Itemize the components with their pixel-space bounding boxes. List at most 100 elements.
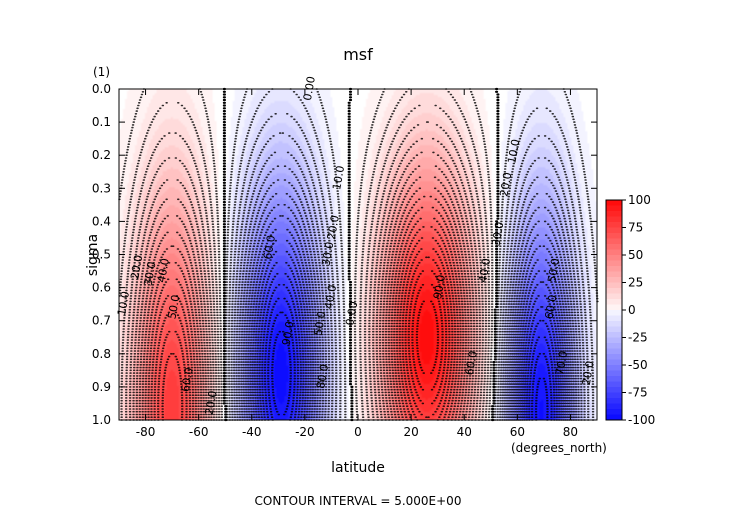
contour-level	[141, 187, 470, 421]
contour-label: 20.0	[580, 360, 597, 386]
y-units-label: (1)	[93, 65, 110, 79]
contour-label: 50.0	[165, 294, 182, 320]
colorbar-segment	[606, 398, 622, 404]
colorbar-tick-label: 25	[628, 276, 643, 290]
contour-level	[138, 176, 473, 421]
colorbar-segment	[606, 244, 622, 250]
contour-label: 40.0	[322, 284, 339, 310]
contour-level	[415, 300, 440, 374]
y-tick-label: 1.0	[92, 413, 111, 427]
colorbar-segment	[606, 370, 622, 377]
svg-text:70.0: 70.0	[553, 350, 570, 376]
colorbar-segment	[606, 315, 622, 322]
svg-text:60.0: 60.0	[261, 234, 278, 260]
contour-label: 0.00	[343, 300, 360, 326]
y-tick-label: 0.7	[92, 314, 111, 328]
colorbar-segment	[606, 321, 622, 327]
x-tick-label: 80	[563, 425, 578, 439]
contour-level	[132, 151, 479, 421]
y-tick-label: 0.8	[92, 347, 111, 361]
colorbar-segment	[606, 282, 622, 289]
x-tick-label: -60	[189, 425, 209, 439]
colorbar-segment	[606, 227, 622, 234]
colorbar-segment	[606, 288, 622, 294]
contour-label: 20.0	[203, 390, 220, 416]
svg-text:40.0: 40.0	[476, 257, 493, 283]
colorbar-segment	[606, 348, 622, 355]
colorbar-segment	[606, 266, 622, 272]
contour-level	[144, 195, 468, 421]
colorbar-segment	[606, 326, 622, 333]
colorbar-tick-label: -75	[628, 386, 648, 400]
colorbar-segment	[606, 365, 622, 371]
contour-label: 10.0	[330, 165, 347, 191]
contour-level	[242, 193, 576, 421]
colorbar-segment	[606, 403, 622, 410]
colorbar-segment	[606, 255, 622, 261]
plot-area	[118, 87, 599, 422]
svg-text:20.0: 20.0	[580, 360, 597, 386]
colorbar-segment	[606, 409, 622, 415]
x-axis: -80 -60 -40 -20 0 20 40 60 80	[136, 89, 578, 439]
svg-text:90.0: 90.0	[280, 320, 297, 346]
colorbar-segment	[606, 304, 622, 311]
contour-labels: 0.0010.020.030.040.050.060.020.010.020.0…	[115, 75, 597, 416]
x-tick-label: 60	[510, 425, 525, 439]
contour-level	[240, 179, 578, 421]
contour-level	[147, 206, 465, 421]
colorbar-segment	[606, 414, 622, 421]
colorbar-segment	[606, 277, 622, 283]
contour-level	[251, 239, 567, 421]
x-tick-label: 40	[457, 425, 472, 439]
colorbar-tick-label: -50	[628, 358, 648, 372]
y-tick-label: 0.4	[92, 214, 111, 228]
contour-level	[124, 121, 485, 421]
svg-text:60.0: 60.0	[543, 294, 560, 320]
colorbar-segment	[606, 238, 622, 245]
colorbar-segment	[606, 343, 622, 349]
colorbar-segment	[606, 271, 622, 278]
svg-text:30.0: 30.0	[319, 241, 336, 267]
colorbar-segment	[606, 381, 622, 388]
contour-level	[135, 165, 476, 421]
contour-level	[261, 284, 559, 421]
svg-text:10.0: 10.0	[505, 138, 522, 164]
colorbar-segment	[606, 211, 622, 217]
contour-level	[267, 311, 553, 421]
contour-label: 20.0	[325, 214, 342, 240]
svg-text:60.0: 60.0	[179, 366, 196, 392]
contour-level	[249, 228, 569, 421]
chart-title: msf	[343, 45, 373, 64]
svg-text:50.0: 50.0	[545, 257, 562, 283]
contour-level	[153, 226, 460, 421]
contour-level	[235, 151, 583, 421]
x-axis-label: latitude	[331, 460, 385, 476]
contour-label: 50.0	[545, 257, 562, 283]
colorbar-segment	[606, 332, 622, 338]
contour-level	[232, 132, 586, 421]
svg-text:10.0: 10.0	[330, 165, 347, 191]
svg-text:20.0: 20.0	[497, 171, 514, 197]
colorbar-segment	[606, 359, 622, 366]
x-tick-label: 0	[354, 425, 362, 439]
colorbar-segment	[606, 249, 622, 256]
y-tick-label: 0.5	[92, 248, 111, 262]
colorbar-segment	[606, 260, 622, 267]
colorbar-segment	[606, 376, 622, 382]
x-tick-label: -80	[136, 425, 156, 439]
svg-text:0.00: 0.00	[343, 300, 360, 326]
colorbar: 100 75 50 25 0 -25 -50 -75 -100	[605, 193, 655, 427]
x-tick-label: -20	[295, 425, 315, 439]
colorbar-tick-label: 0	[628, 303, 636, 317]
contour-level	[230, 113, 590, 421]
svg-text:20.0: 20.0	[325, 214, 342, 240]
contour-level	[156, 237, 457, 421]
contour-level	[404, 256, 451, 418]
contour-label: 60.0	[179, 366, 196, 392]
contour-label: 70.0	[553, 350, 570, 376]
contour-level	[237, 165, 580, 421]
contour-interval-note: CONTOUR INTERVAL = 5.000E+00	[255, 494, 462, 508]
contour-level	[271, 330, 549, 421]
contour-label: 40.0	[476, 257, 493, 283]
